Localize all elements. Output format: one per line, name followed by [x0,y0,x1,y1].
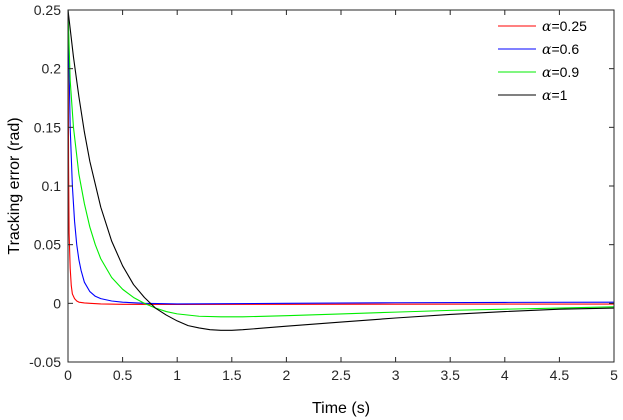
legend-entry: α=0.25 [542,18,587,35]
x-tick-label: 3.5 [440,367,460,383]
legend-entry: α=0.9 [542,64,579,81]
legend-symbol: α [542,88,552,104]
legend-symbol: α [542,42,552,58]
plot-area [68,10,614,362]
x-tick-label: 5 [610,367,618,383]
legend-symbol: α [542,65,552,81]
legend-symbol: α [542,19,552,35]
x-tick-label: 4 [501,367,509,383]
y-tick-label: 0.2 [42,61,62,77]
x-tick-label: 2 [283,367,291,383]
axes-layer: 0 0.5 1 1.5 2 2.5 3 3.5 4 4.5 5-0.0500.050.10.150.… [29,2,618,383]
x-tick-label: 0 [64,367,72,383]
x-tick-label: 3 [392,367,400,383]
x-tick-label: 2.5 [331,367,351,383]
y-axis-title: Tracking error (rad) [6,117,23,254]
x-tick-label: 0.5 [113,367,133,383]
x-axis-title: Time (s) [312,400,370,417]
y-tick-label: 0.25 [34,2,61,18]
legend-entry: α=0.6 [542,41,579,58]
x-tick-label: 1.5 [222,367,242,383]
series-layer [68,10,614,331]
y-tick-label: 0 [53,295,61,311]
y-tick-label: 0.15 [34,119,61,135]
plot-background [68,10,614,362]
legend-value: =1 [551,87,567,103]
legend: α=0.25α=0.6α=0.9α=1 [498,18,587,104]
legend-value: =0.6 [551,41,579,57]
legend-value: =0.9 [551,64,579,80]
series-line-1 [68,10,614,305]
y-tick-label: 0.1 [42,178,62,194]
x-tick-label: 4.5 [550,367,570,383]
y-tick-label: -0.05 [29,354,61,370]
series-line-4 [68,10,614,331]
legend-value: =0.25 [551,18,587,34]
series-line-2 [68,10,614,305]
x-tick-label: 1 [173,367,181,383]
legend-entry: α=1 [542,87,568,104]
y-tick-label: 0.05 [34,237,61,253]
